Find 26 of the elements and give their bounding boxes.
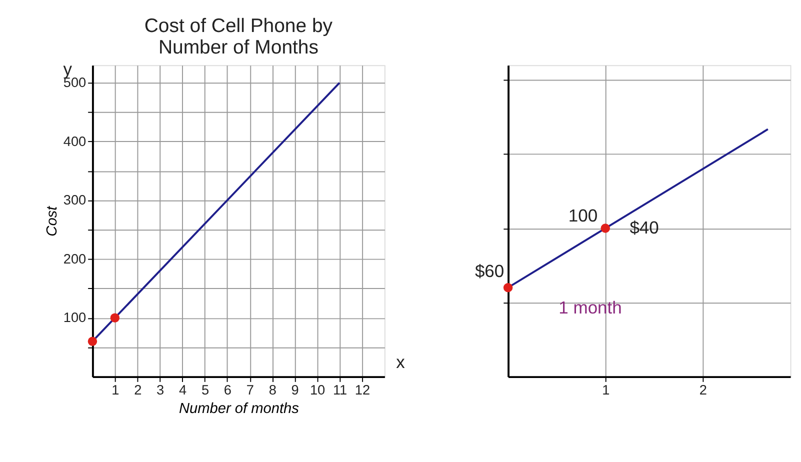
- x-tick-label: 3: [156, 382, 164, 398]
- y-axis-title: Cost: [44, 205, 61, 236]
- y-tick-label: 100: [63, 310, 87, 326]
- x-tick-label: 5: [201, 382, 210, 398]
- x-tick-label: 6: [224, 382, 232, 398]
- x-tick-label: 2: [134, 382, 142, 398]
- data-label: $60: [474, 260, 504, 281]
- x-tick-label: 1: [112, 382, 120, 398]
- x-tick-label: 4: [179, 382, 187, 398]
- x-tick-label: 1: [602, 382, 610, 398]
- x-tick-label: 10: [310, 382, 326, 398]
- annotation: 1 month: [558, 297, 622, 318]
- x-tick-label: 8: [268, 382, 276, 398]
- data-label: 100: [568, 205, 598, 226]
- chart-title: Cost of Cell Phone by Number of Months: [144, 15, 333, 58]
- text: x: [396, 352, 406, 372]
- x-tick-label: 7: [246, 382, 254, 398]
- y-tick-label: 300: [63, 192, 87, 208]
- x-tick-label: 11: [332, 382, 348, 398]
- annotation: $40: [630, 218, 660, 238]
- x-tick-label: 9: [291, 382, 299, 398]
- x-tick-label: 2: [699, 382, 707, 398]
- x-tick-label: 12: [354, 382, 370, 398]
- y-tick-label: 400: [63, 134, 87, 149]
- x-axis-title: Number of months: [178, 401, 299, 418]
- y-tick-label: 200: [63, 251, 87, 266]
